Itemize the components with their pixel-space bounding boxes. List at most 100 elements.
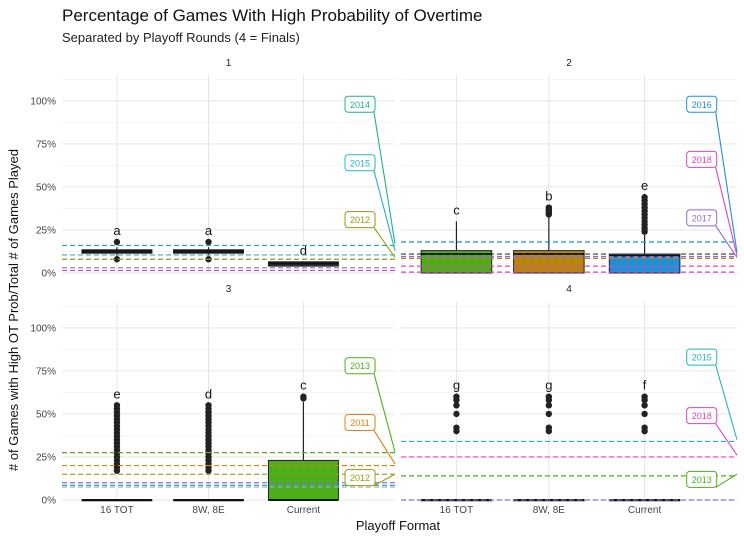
callout-box [344,95,376,113]
y-tick-label: 100% [30,96,56,107]
x-tick-label: 8W, 8E [533,505,566,516]
chart-title: Percentage of Games With High Probabilit… [62,6,482,25]
outlier-point [453,424,460,431]
panel-strip-label: 3 [226,284,232,295]
callout-year-label: 2018 [692,155,712,165]
y-tick-label: 25% [36,452,56,463]
group-letter-label: e [113,386,120,401]
callout-year-label: 2011 [350,418,369,428]
callout-box [344,154,376,172]
group-letter-label: a [113,223,121,238]
callout-year-label: 2012 [350,473,370,483]
outlier-point [545,410,553,418]
x-tick-label: 16 TOT [100,505,134,516]
callout-box [686,209,718,227]
callout-year-label: 2018 [692,411,712,421]
outlier-point [453,393,460,400]
callout-leader-line [373,112,396,244]
callout-leader-line [373,473,396,487]
callout-box [686,470,718,488]
outlier-point [641,410,648,418]
outlier-point [113,256,121,263]
group-letter-label: e [641,178,648,193]
facet-panels: 10%25%50%75%100%a ad2014201520122cbe20162… [30,58,738,516]
callout-leader-line [373,430,396,465]
outlier-point [641,424,648,431]
callout-box [686,150,718,168]
callout-leader-line [715,225,738,258]
y-axis-title: # of Games with High OT Prob/Total # of … [6,149,21,471]
box-16-tot: a [81,223,153,263]
outlier-point [453,410,460,418]
outlier-point [641,194,648,201]
group-letter-label: d [300,243,307,258]
outlier-point [545,393,553,400]
y-tick-label: 0% [42,269,57,280]
panel-strip-label: 4 [566,284,572,295]
callout-leader-line [715,364,738,440]
panel-strip-label: 2 [566,58,572,69]
outlier-point [545,204,553,211]
panel-1: 1 0% 25% 50% 75% 100% a a d 2014 2015 2012 [30,58,396,280]
box-16-tot: c [420,202,493,274]
panel-4: 4 16 TOT 8W, 8E Current g g f 2015 2018 2013 [401,284,738,516]
callout-year-label: 2013 [692,475,712,485]
chart-subtitle: Separated by Playoff Rounds (4 = Finals) [62,30,300,45]
x-tick-label: Current [628,505,662,516]
callout-year-label: 2014 [350,100,370,110]
box-current: e [608,178,681,274]
callout-year-label: 2012 [350,215,370,225]
group-letter-label: g [545,378,552,393]
group-letter-label: g [453,378,460,393]
x-tick-label: 16 TOT [440,505,474,516]
y-tick-label: 50% [36,182,56,193]
outlier-point [205,402,212,409]
outlier-point [453,402,460,409]
y-tick-label: 100% [30,323,56,334]
outlier-point [205,238,212,246]
outlier-point [113,238,121,246]
group-letter-label: f [643,378,647,393]
outlier-point [641,393,648,400]
y-tick-label: 75% [36,366,56,377]
group-letter-label: b [545,189,552,204]
box-current: d [267,243,339,267]
callout-year-label: 2013 [350,361,370,371]
group-letter-label: d [205,386,212,401]
x-tick-label: 8W, 8E [192,505,225,516]
outlier-point [300,393,307,400]
panel-strip-label: 1 [226,58,232,69]
callout-box [686,95,718,113]
callout-leader-line [715,423,738,456]
box-body [267,459,339,501]
callout-leader-line [715,112,738,253]
callout-box [344,469,376,487]
box-8w-8e: a [173,223,244,263]
callout-year-label: 2016 [692,100,712,110]
y-tick-label: 0% [42,496,57,507]
callout-leader-line [715,167,738,256]
callout-year-label: 2015 [692,353,712,363]
callout-leader-line [715,473,738,488]
y-tick-label: 25% [36,225,56,236]
x-axis-title: Playoff Format [356,518,441,533]
callout-year-label: 2015 [350,158,370,168]
callout-box [686,407,718,425]
group-letter-label: a [205,223,213,238]
callout-box [686,348,718,366]
outlier-point [545,402,553,409]
callout-box [344,414,376,432]
panel-2: 2 c b e 2016 2018 2017 [401,58,738,274]
group-letter-label: c [453,202,460,217]
callout-year-label: 2017 [692,213,712,223]
panel-3: 3 0% 25% 50% 75% 100% 16 TOT 8W, 8E Current e d c 20… [30,284,396,516]
box-16-tot: e [81,386,153,502]
group-letter-label: c [300,378,307,393]
box-8w-8e: b [513,189,585,274]
y-tick-label: 75% [36,139,56,150]
callout-leader-line [373,170,396,251]
x-tick-label: Current [287,505,321,516]
outlier-point [113,402,121,409]
callout-box [344,357,376,375]
